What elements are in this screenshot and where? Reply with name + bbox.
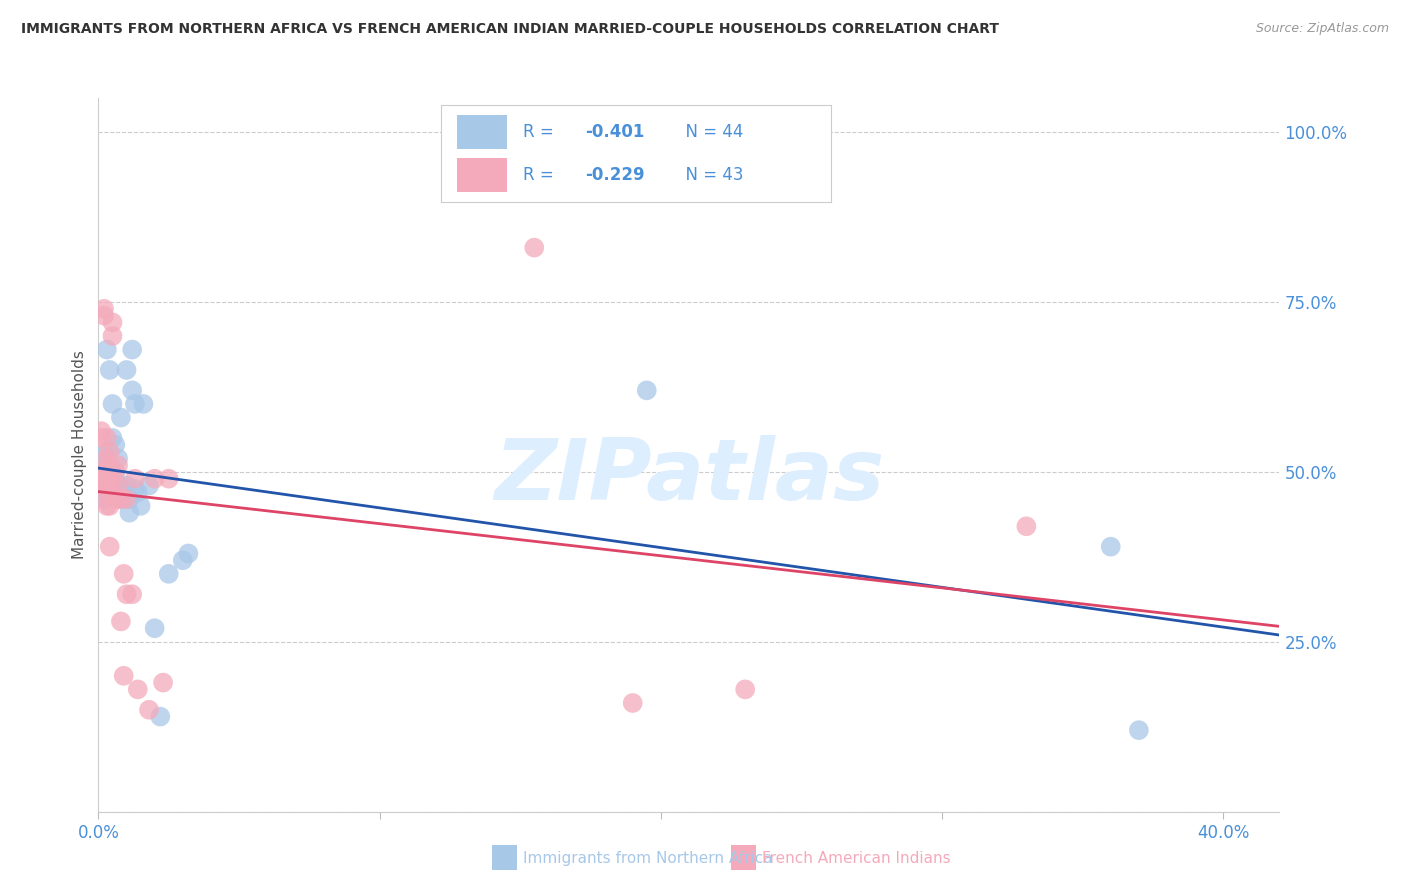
Point	[115, 478, 138, 492]
Point	[98, 472, 121, 486]
Point	[152, 675, 174, 690]
Point	[124, 397, 146, 411]
Text: IMMIGRANTS FROM NORTHERN AFRICA VS FRENCH AMERICAN INDIAN MARRIED-COUPLE HOUSEHO: IMMIGRANTS FROM NORTHERN AFRICA VS FRENC…	[21, 22, 1000, 37]
Point	[93, 492, 115, 507]
Point	[90, 465, 112, 479]
Point	[96, 431, 118, 445]
Point	[115, 492, 138, 507]
Point	[523, 241, 546, 255]
Point	[93, 478, 115, 492]
Point	[143, 472, 166, 486]
Point	[90, 465, 112, 479]
Y-axis label: Married-couple Households: Married-couple Households	[72, 351, 87, 559]
Point	[110, 478, 132, 492]
Point	[172, 553, 194, 567]
Point	[96, 343, 118, 357]
Point	[98, 444, 121, 458]
Point	[93, 448, 115, 462]
Point	[115, 587, 138, 601]
Point	[127, 485, 149, 500]
Point	[636, 384, 658, 398]
Point	[132, 397, 155, 411]
Point	[98, 540, 121, 554]
Point	[157, 472, 180, 486]
Point	[101, 329, 124, 343]
Point	[107, 458, 129, 472]
Point	[149, 709, 172, 723]
Point	[96, 444, 118, 458]
Point	[90, 431, 112, 445]
Point	[104, 438, 127, 452]
Point	[101, 472, 124, 486]
Point	[107, 478, 129, 492]
Point	[621, 696, 644, 710]
Point	[143, 621, 166, 635]
Text: ZIPatlas: ZIPatlas	[494, 434, 884, 518]
Point	[96, 499, 118, 513]
Point	[112, 669, 135, 683]
Point	[93, 301, 115, 316]
Point	[96, 451, 118, 466]
Point	[93, 455, 115, 469]
Point	[90, 424, 112, 438]
Point	[112, 492, 135, 507]
Point	[101, 397, 124, 411]
Point	[110, 615, 132, 629]
Point	[90, 478, 112, 492]
Point	[96, 465, 118, 479]
Text: French American Indians: French American Indians	[762, 851, 950, 865]
Point	[121, 587, 143, 601]
Point	[157, 566, 180, 581]
Point	[93, 485, 115, 500]
Point	[129, 499, 152, 513]
Point	[121, 343, 143, 357]
Point	[101, 431, 124, 445]
Point	[107, 478, 129, 492]
Point	[121, 384, 143, 398]
Point	[1015, 519, 1038, 533]
Point	[124, 482, 146, 496]
Point	[104, 485, 127, 500]
Point	[93, 309, 115, 323]
Point	[127, 682, 149, 697]
Point	[101, 465, 124, 479]
Point	[124, 472, 146, 486]
Point	[177, 546, 200, 560]
Point	[90, 472, 112, 486]
Point	[98, 499, 121, 513]
Point	[96, 465, 118, 479]
Point	[118, 506, 141, 520]
Point	[1099, 540, 1122, 554]
Point	[98, 363, 121, 377]
Point	[112, 566, 135, 581]
Point	[110, 410, 132, 425]
Point	[101, 315, 124, 329]
Point	[118, 492, 141, 507]
Point	[107, 451, 129, 466]
Point	[104, 492, 127, 507]
Point	[98, 458, 121, 472]
Text: Source: ZipAtlas.com: Source: ZipAtlas.com	[1256, 22, 1389, 36]
Point	[96, 485, 118, 500]
Point	[110, 492, 132, 507]
Point	[138, 703, 160, 717]
Point	[104, 465, 127, 479]
Text: Immigrants from Northern Africa: Immigrants from Northern Africa	[523, 851, 773, 865]
Point	[101, 485, 124, 500]
Point	[734, 682, 756, 697]
Point	[93, 478, 115, 492]
Point	[115, 363, 138, 377]
Point	[110, 492, 132, 507]
Point	[1128, 723, 1150, 738]
Point	[138, 478, 160, 492]
Point	[93, 465, 115, 479]
Point	[96, 472, 118, 486]
Point	[104, 465, 127, 479]
